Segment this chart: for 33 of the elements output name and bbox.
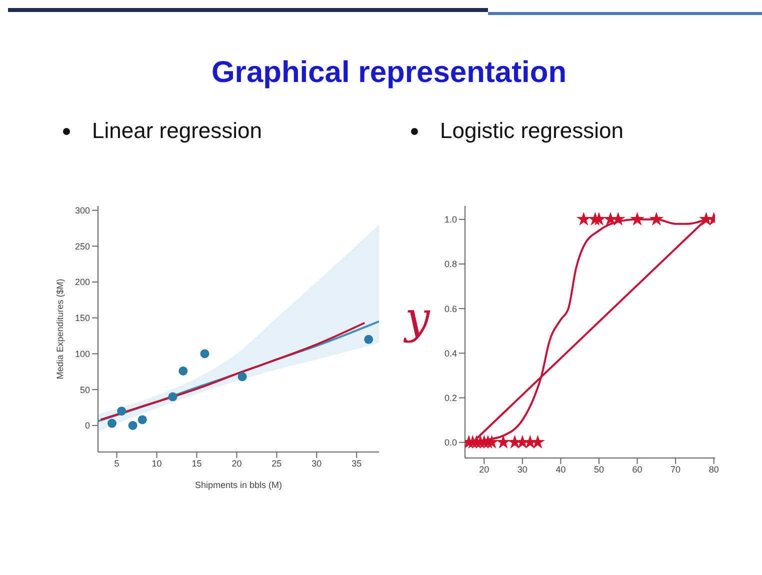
x-tick-label: 30 (517, 464, 528, 474)
x-tick-label: 60 (632, 464, 642, 474)
x-tick-label: 20 (479, 464, 490, 474)
x-tick-label: 20 (232, 458, 242, 468)
x-tick-label: 15 (192, 458, 202, 468)
y-tick-label: 0.4 (444, 348, 457, 358)
x-tick-label: 25 (272, 458, 282, 468)
chart-title: Linear regression (92, 118, 262, 144)
y-tick-label: 0.8 (444, 259, 457, 270)
x-tick-label: 10 (152, 458, 162, 468)
y-tick-label: 50 (80, 384, 90, 395)
x-tick-label: 70 (670, 464, 681, 474)
x-tick-label: 40 (556, 464, 566, 474)
y-tick-label: 150 (74, 313, 90, 324)
y-tick-label: 250 (74, 241, 90, 252)
x-tick-label: 50 (594, 464, 604, 474)
y-tick-label: 1.0 (444, 214, 457, 225)
y-tick-label: 0 (84, 420, 90, 431)
x-tick-label: 80 (708, 464, 719, 474)
text: Graphical representation (210, 56, 568, 90)
x-axis-title: Shipments in bbls (M) (194, 480, 282, 490)
text: y (405, 293, 430, 344)
chart-title: Logistic regression (440, 118, 624, 144)
y-tick-label: 0.6 (444, 304, 457, 314)
y-tick-label: 100 (74, 348, 90, 359)
x-tick-label: 5 (114, 458, 120, 468)
x-tick-label: 30 (312, 458, 322, 468)
y-tick-label: 0.2 (444, 392, 457, 403)
x-tick-label: 35 (352, 458, 362, 468)
y-tick-label: 200 (74, 277, 90, 288)
y-axis-title: Media Expenditures ($M) (55, 278, 66, 380)
y-tick-label: 300 (74, 206, 90, 216)
y-tick-label: 0.0 (444, 438, 457, 448)
